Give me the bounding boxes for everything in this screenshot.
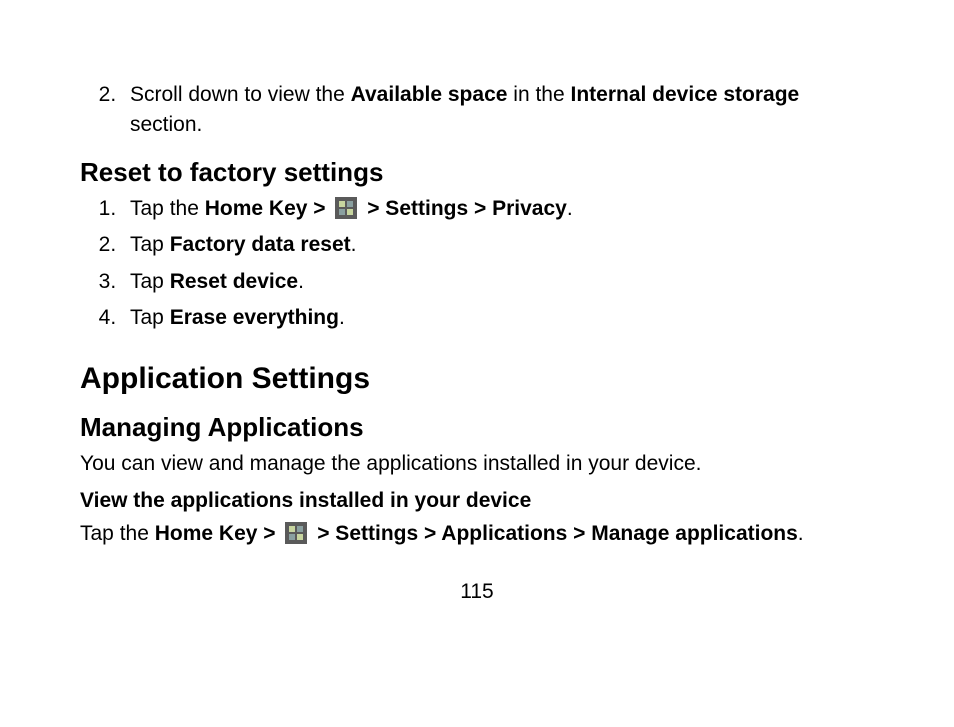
text-bold: Home Key > bbox=[155, 522, 282, 545]
page-number: 115 bbox=[80, 580, 874, 604]
application-settings-heading: Application Settings bbox=[80, 362, 874, 396]
text-bold: Internal device storage bbox=[570, 83, 799, 106]
list-item: Tap the Home Key > > Settings > Privacy. bbox=[122, 194, 874, 224]
text-bold: Available space bbox=[351, 83, 508, 106]
text: . bbox=[567, 197, 573, 220]
view-apps-line: Tap the Home Key > > Settings > Applicat… bbox=[80, 519, 874, 549]
document-page: Scroll down to view the Available space … bbox=[0, 0, 954, 604]
text: . bbox=[798, 522, 804, 545]
reset-heading: Reset to factory settings bbox=[80, 157, 874, 188]
managing-applications-heading: Managing Applications bbox=[80, 412, 874, 443]
text: section. bbox=[130, 113, 202, 136]
text-bold: Reset device bbox=[170, 270, 298, 293]
text-bold: Factory data reset bbox=[170, 233, 351, 256]
scroll-step-list: Scroll down to view the Available space … bbox=[80, 80, 874, 141]
reset-steps-list: Tap the Home Key > > Settings > Privacy.… bbox=[80, 194, 874, 334]
text: Scroll down to view the bbox=[130, 83, 351, 106]
list-item: Tap Factory data reset. bbox=[122, 230, 874, 260]
list-item: Tap Erase everything. bbox=[122, 303, 874, 333]
managing-body-text: You can view and manage the applications… bbox=[80, 449, 874, 479]
list-item: Scroll down to view the Available space … bbox=[122, 80, 874, 141]
text: Tap bbox=[130, 306, 170, 329]
text-bold: > Settings > Applications > Manage appli… bbox=[311, 522, 797, 545]
text: Tap the bbox=[80, 522, 155, 545]
text: Tap bbox=[130, 270, 170, 293]
text: . bbox=[339, 306, 345, 329]
apps-grid-icon bbox=[335, 197, 357, 219]
text: Tap the bbox=[130, 197, 205, 220]
view-apps-subheading: View the applications installed in your … bbox=[80, 489, 874, 513]
apps-grid-icon bbox=[285, 522, 307, 544]
text: . bbox=[351, 233, 357, 256]
list-item: Tap Reset device. bbox=[122, 267, 874, 297]
text-bold: Erase everything bbox=[170, 306, 339, 329]
text: in the bbox=[507, 83, 570, 106]
text: . bbox=[298, 270, 304, 293]
text-bold: Home Key > bbox=[205, 197, 332, 220]
text: Tap bbox=[130, 233, 170, 256]
text-bold: > Settings > Privacy bbox=[361, 197, 566, 220]
